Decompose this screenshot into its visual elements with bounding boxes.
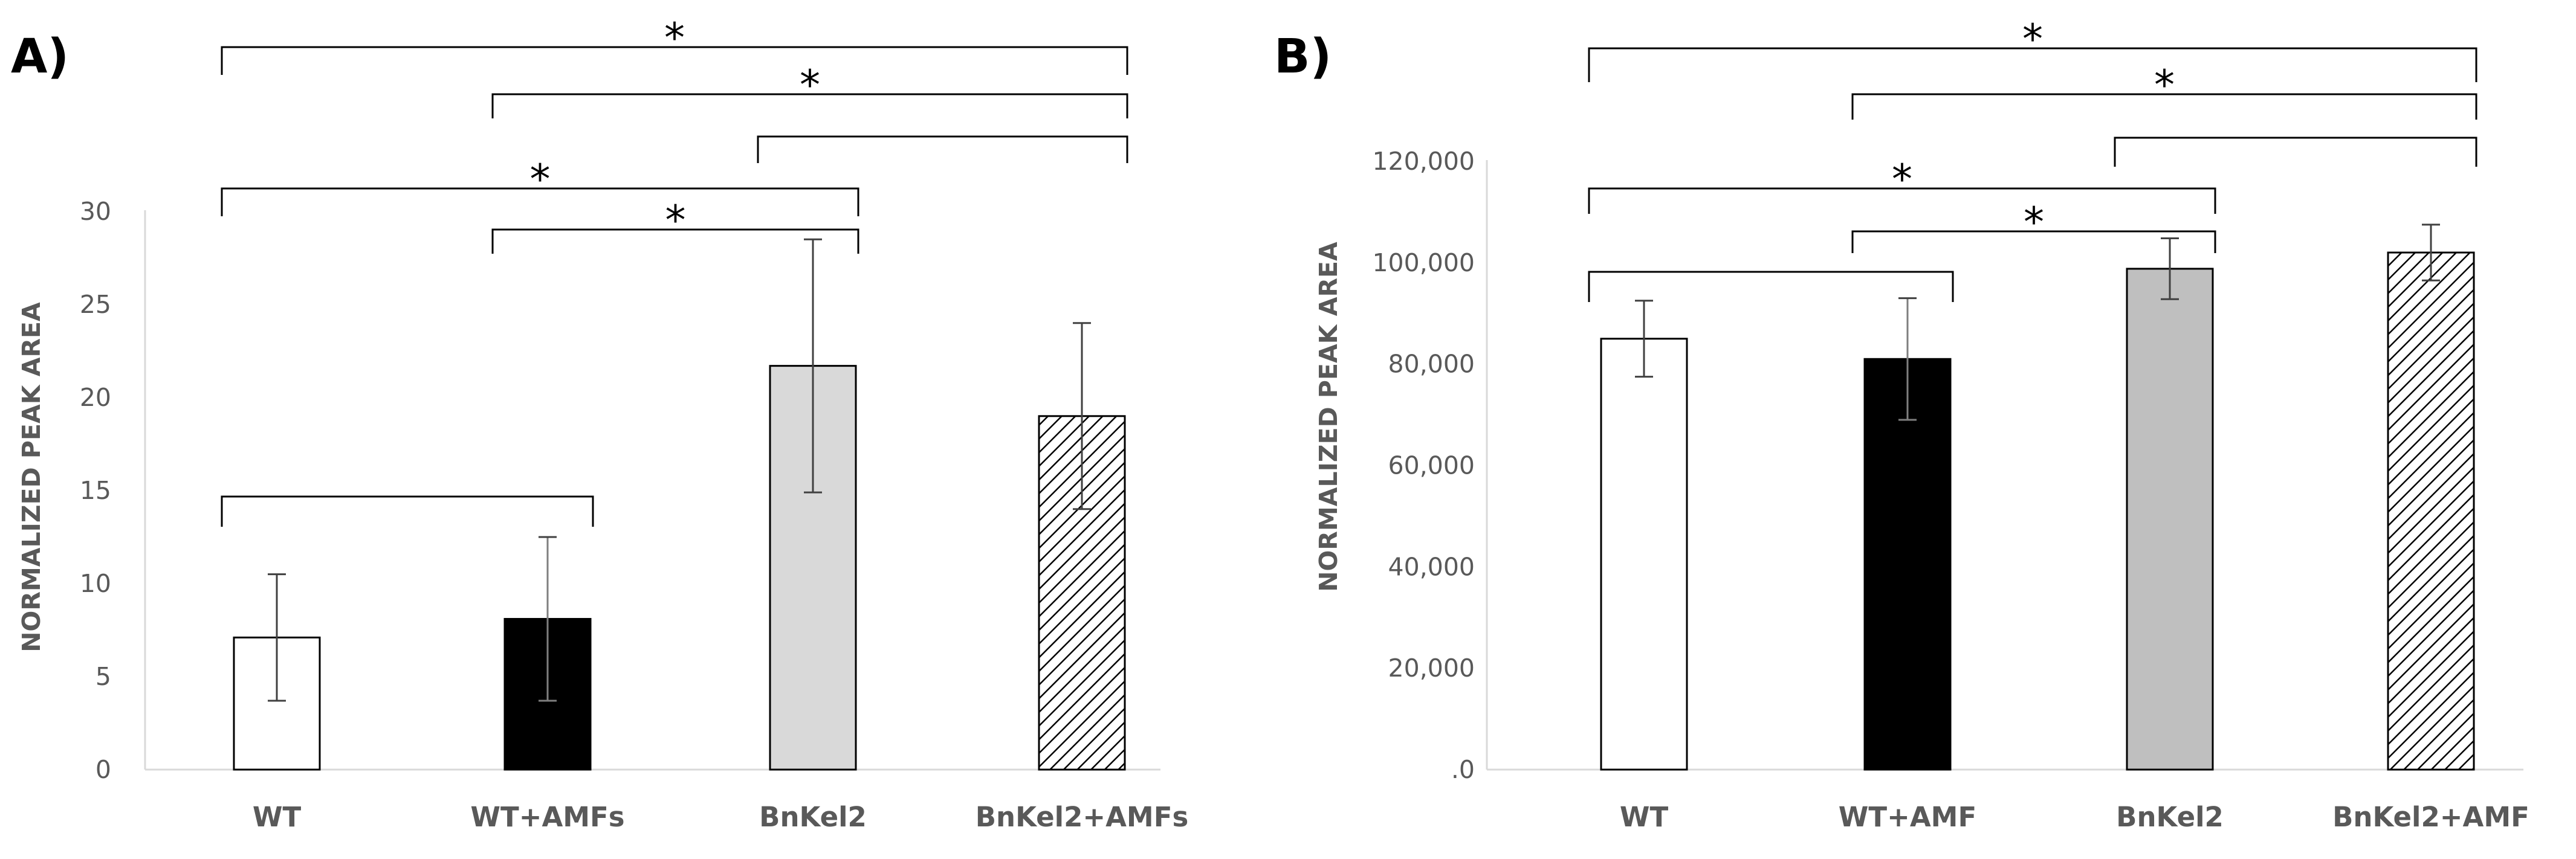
y-tick-label: 25 bbox=[80, 290, 111, 319]
significance-bracket bbox=[491, 228, 859, 254]
significance-bracket bbox=[221, 46, 1128, 75]
y-tick-label: 40,000 bbox=[1388, 552, 1475, 581]
y-tick-label: .0 bbox=[1451, 755, 1475, 784]
y-tick-label: 80,000 bbox=[1388, 350, 1475, 379]
category-label: BnKel2 bbox=[2116, 801, 2224, 833]
bar-bnkel2 bbox=[2126, 268, 2214, 771]
significance-bracket bbox=[1588, 271, 1954, 302]
category-label: WT bbox=[253, 801, 302, 833]
panel-label-0: A) bbox=[11, 30, 69, 84]
significance-star: * bbox=[800, 62, 820, 109]
y-axis-label-1: NORMALIZED PEAK AREA bbox=[1314, 242, 1343, 592]
significance-bracket bbox=[2114, 137, 2477, 167]
significance-star: * bbox=[1892, 156, 1912, 204]
y-tick-label: 30 bbox=[80, 197, 111, 226]
significance-bracket bbox=[221, 187, 859, 216]
significance-bracket bbox=[757, 135, 1128, 163]
significance-star: * bbox=[2154, 62, 2175, 109]
y-tick-label: 20 bbox=[80, 383, 111, 412]
y-tick-label: 0 bbox=[95, 755, 111, 784]
y-tick-label: 20,000 bbox=[1388, 654, 1475, 683]
significance-star: * bbox=[665, 197, 686, 245]
significance-bracket bbox=[1851, 93, 2477, 120]
category-label: BnKel2 bbox=[759, 801, 867, 833]
y-tick-label: 5 bbox=[95, 662, 111, 691]
category-label: WT+AMF bbox=[1839, 801, 1976, 833]
y-tick-label: 60,000 bbox=[1388, 451, 1475, 480]
significance-bracket bbox=[491, 93, 1128, 118]
bar-wt bbox=[1600, 338, 1688, 771]
category-label: WT bbox=[1620, 801, 1669, 833]
significance-star: * bbox=[2022, 16, 2043, 63]
y-tick-label: 100,000 bbox=[1372, 248, 1475, 277]
bar-bnkel2-amf bbox=[2387, 251, 2475, 771]
significance-bracket bbox=[221, 495, 594, 527]
bar-wt-amf bbox=[1863, 358, 1952, 771]
significance-star: * bbox=[2024, 199, 2044, 246]
y-axis-label-0: NORMALIZED PEAK AREA bbox=[17, 302, 46, 652]
significance-star: * bbox=[664, 14, 685, 62]
category-label: BnKel2+AMFs bbox=[976, 801, 1189, 833]
significance-bracket bbox=[1851, 230, 2216, 253]
category-label: WT+AMFs bbox=[470, 801, 624, 833]
significance-bracket bbox=[1588, 187, 2216, 214]
significance-bracket bbox=[1588, 47, 2477, 82]
y-tick-label: 120,000 bbox=[1372, 147, 1475, 176]
y-tick-label: 10 bbox=[80, 569, 111, 598]
panel-label-1: B) bbox=[1274, 30, 1332, 84]
y-tick-label: 15 bbox=[80, 476, 111, 505]
category-label: BnKel2+AMF bbox=[2332, 801, 2529, 833]
significance-star: * bbox=[530, 156, 551, 204]
